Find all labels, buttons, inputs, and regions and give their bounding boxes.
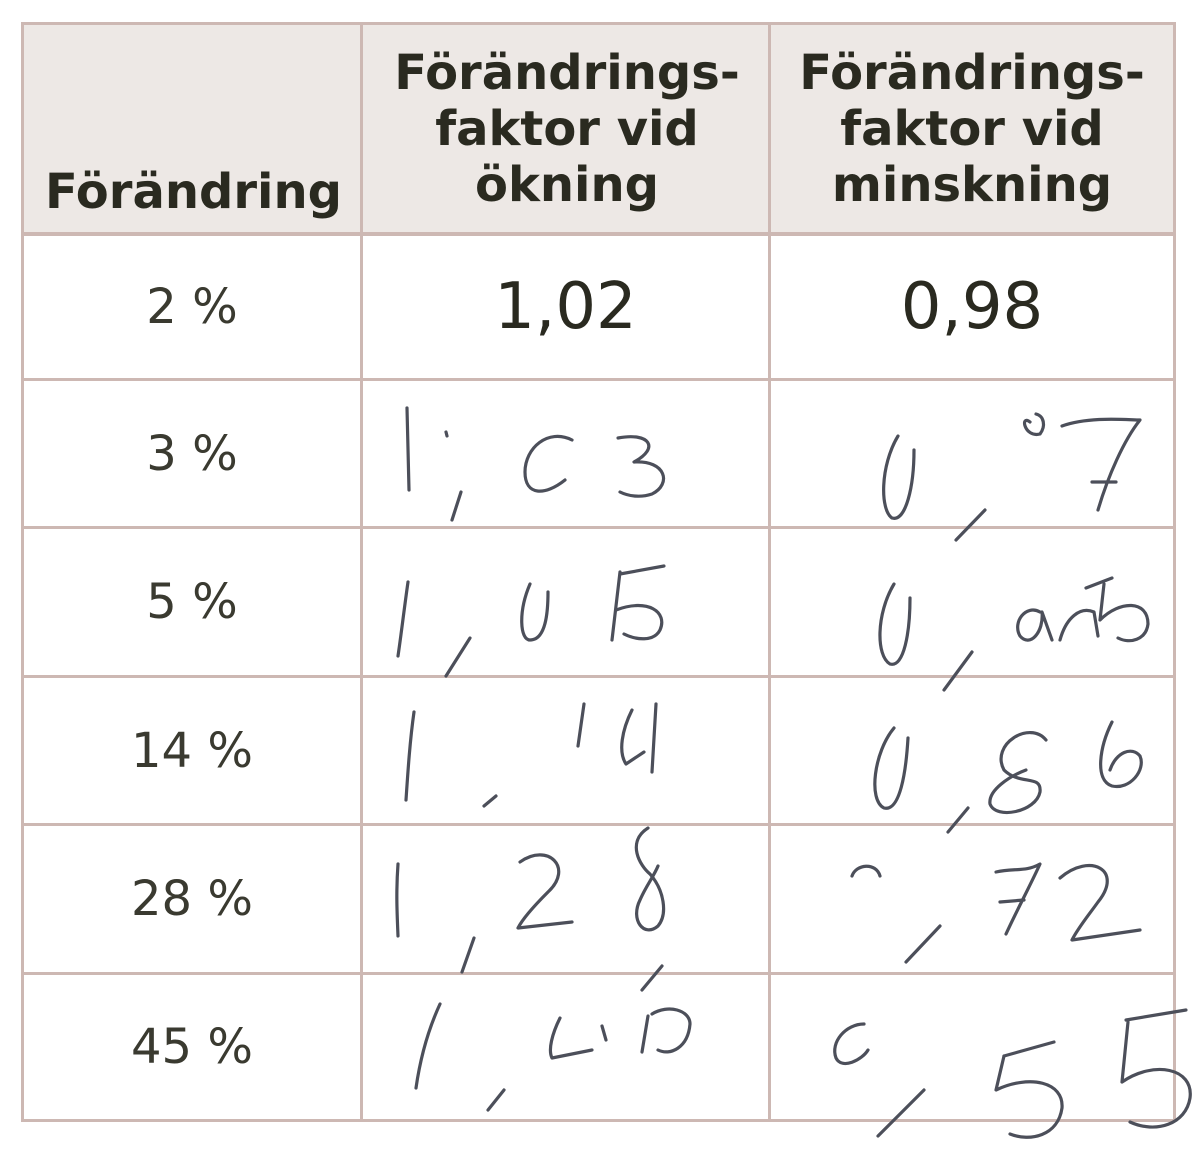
change-value: 28 % [131, 871, 253, 927]
header-change: Förändring [24, 25, 363, 232]
change-value: 14 % [131, 722, 253, 779]
change-value: 3 % [146, 425, 238, 482]
table-cell-decrease-factor: 0,98 [771, 236, 1173, 378]
change-value: 2 % [146, 279, 238, 335]
table-cell-change: 14 % [24, 678, 360, 823]
column-divider [360, 25, 363, 1119]
header-increase-factor: Förändrings- faktor vid ökning [363, 25, 771, 232]
table-cell-increase-factor: 1,02 [363, 236, 768, 378]
row-divider [24, 823, 1173, 826]
header-decrease-factor: Förändrings- faktor vid minskning [771, 25, 1173, 232]
table-cell-change: 2 % [24, 236, 360, 378]
table-cell-change: 45 % [24, 975, 360, 1119]
header-divider [24, 232, 1173, 236]
change-value: 5 % [146, 574, 238, 630]
table-cell-change: 5 % [24, 529, 360, 675]
change-factor-table: Förändring Förändrings- faktor vid öknin… [21, 22, 1176, 1122]
header-decrease-label: Förändrings- faktor vid minskning [799, 44, 1145, 213]
row-divider [24, 526, 1173, 529]
change-value: 45 % [131, 1019, 253, 1075]
header-increase-label: Förändrings- faktor vid ökning [394, 44, 740, 213]
table-cell-change: 3 % [24, 381, 360, 526]
decrease-factor-value: 0,98 [900, 270, 1044, 344]
row-divider [24, 378, 1173, 381]
table-cell-change: 28 % [24, 826, 360, 972]
increase-factor-value: 1,02 [494, 270, 637, 344]
row-divider [24, 972, 1173, 975]
column-divider [768, 25, 771, 1119]
row-divider [24, 675, 1173, 678]
header-change-label: Förändring [44, 164, 343, 220]
